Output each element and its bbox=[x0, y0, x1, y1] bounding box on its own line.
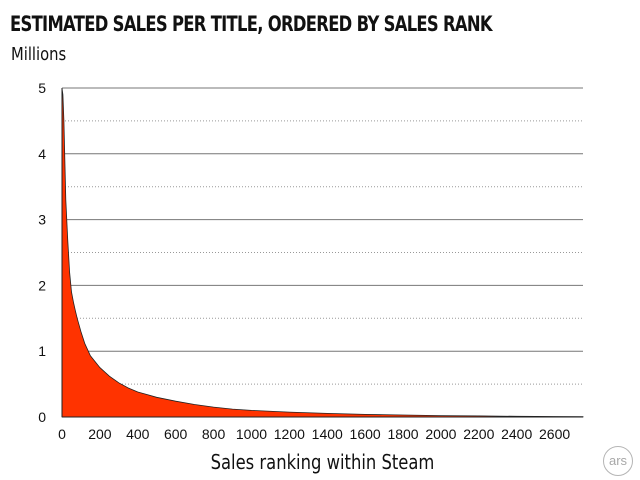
axes bbox=[61, 88, 583, 418]
y-tick-label: 1 bbox=[38, 343, 46, 359]
x-tick-labels: 0 200 400 600 800 1000 1200 1400 1600 1800 2000 220… bbox=[58, 426, 570, 442]
x-axis-label: Sales ranking within Steam bbox=[211, 452, 435, 475]
x-tick-label: 2000 bbox=[425, 426, 456, 442]
x-tick-label: 0 bbox=[58, 426, 66, 442]
data-area bbox=[61, 87, 584, 418]
x-tick-label: 800 bbox=[202, 426, 226, 442]
sales-area bbox=[61, 87, 584, 418]
y-tick-label: 2 bbox=[38, 277, 46, 293]
x-tick-label: 1000 bbox=[236, 426, 267, 442]
y-tick-label: 4 bbox=[38, 146, 46, 162]
y-tick-label: 0 bbox=[38, 409, 46, 425]
gridlines bbox=[62, 87, 583, 385]
y-tick-label: 5 bbox=[38, 80, 46, 96]
x-tick-label: 1600 bbox=[350, 426, 381, 442]
x-tick-label: 1800 bbox=[387, 426, 418, 442]
x-tick-label: 400 bbox=[126, 426, 150, 442]
chart-title: ESTIMATED SALES PER TITLE, ORDERED BY SA… bbox=[10, 12, 493, 36]
y-tick-labels: 0 1 2 3 4 5 bbox=[38, 80, 46, 425]
x-tick-label: 200 bbox=[88, 426, 112, 442]
x-tick-label: 2200 bbox=[463, 426, 494, 442]
chart-subtitle: Millions bbox=[11, 44, 67, 65]
x-tick-label: 2400 bbox=[501, 426, 532, 442]
x-tick-label: 600 bbox=[164, 426, 188, 442]
x-tick-label: 1400 bbox=[312, 426, 343, 442]
y-tick-label: 3 bbox=[38, 212, 46, 228]
ars-logo: ars bbox=[603, 446, 633, 476]
x-tick-label: 1200 bbox=[274, 426, 305, 442]
x-tick-label: 2600 bbox=[539, 426, 570, 442]
